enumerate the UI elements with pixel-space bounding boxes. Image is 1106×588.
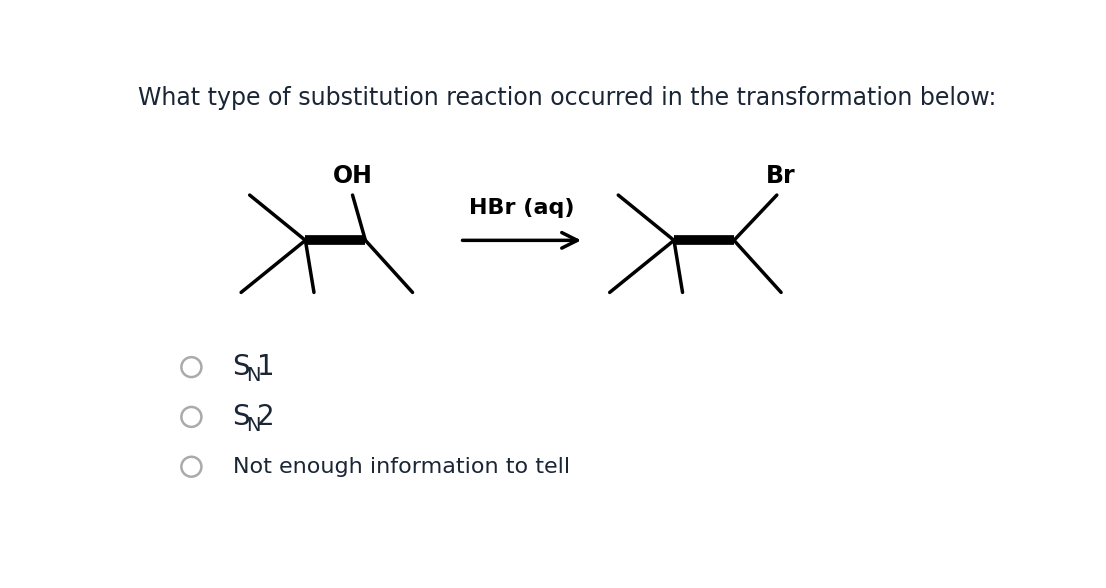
Text: 2: 2 xyxy=(258,403,275,431)
Text: N: N xyxy=(247,416,261,435)
Text: S: S xyxy=(232,403,250,431)
Text: Not enough information to tell: Not enough information to tell xyxy=(232,457,570,477)
Text: 1: 1 xyxy=(258,353,275,381)
Text: OH: OH xyxy=(333,164,373,188)
Text: What type of substitution reaction occurred in the transformation below:: What type of substitution reaction occur… xyxy=(137,86,997,111)
Text: S: S xyxy=(232,353,250,381)
Text: N: N xyxy=(247,366,261,385)
Text: Br: Br xyxy=(766,164,796,188)
Text: HBr (aq): HBr (aq) xyxy=(469,198,575,218)
